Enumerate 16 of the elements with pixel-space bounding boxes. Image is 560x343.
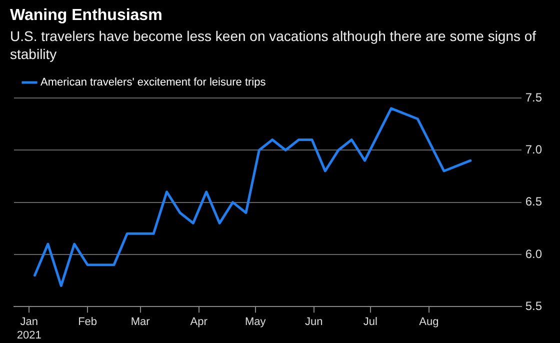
x-tick-label: May xyxy=(245,316,266,328)
x-tick-label: Apr xyxy=(190,316,208,328)
x-tick-label: Aug xyxy=(419,316,439,328)
x-tick-label: Jul xyxy=(363,316,378,328)
y-tick-label: 7.5 xyxy=(525,90,542,104)
x-tick-label: Mar xyxy=(130,316,150,328)
x-tick-label: Feb xyxy=(78,316,98,328)
y-tick-label: 6.5 xyxy=(525,194,542,209)
y-tick-label: 5.5 xyxy=(525,298,542,313)
x-tick-label: Jan 2021 xyxy=(16,316,42,342)
chart-subtitle: U.S. travelers have become less keen on vacations although there are some signs of stability xyxy=(10,27,538,63)
y-tick-label: 7.0 xyxy=(525,142,542,156)
x-tick-label: Jun xyxy=(304,316,323,328)
y-tick-label: 6.0 xyxy=(525,246,542,261)
chart-title: Waning Enthusiasm xyxy=(10,6,164,25)
legend-label: American travelers' excitement for leisure trips xyxy=(40,76,266,89)
